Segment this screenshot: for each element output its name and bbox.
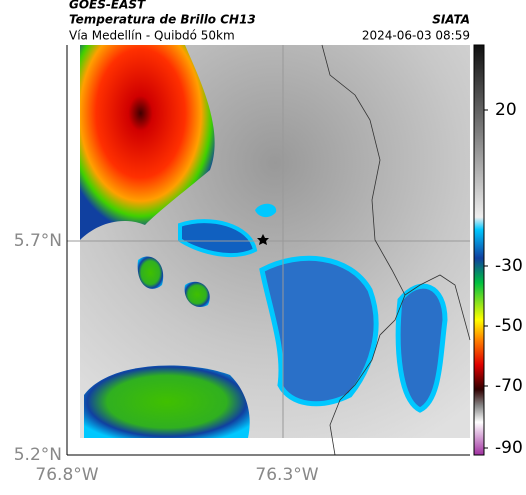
- colorbar-label: 20: [495, 100, 517, 120]
- cloud-cell: [137, 256, 164, 289]
- border-line: [321, 44, 406, 456]
- location-marker: [257, 234, 269, 245]
- cold-cloud-top: [80, 45, 215, 240]
- satellite-image: [67, 44, 471, 456]
- lon-tick-label: 76.3°W: [255, 465, 318, 485]
- header: GOES-EAST Temperatura de Brillo CH13 Vía…: [69, 0, 470, 43]
- cloud-cell: [255, 203, 277, 218]
- datetime: 2024-06-03 08:59: [362, 29, 470, 43]
- route: Vía Medellín - Quibdó 50km: [69, 29, 235, 43]
- cloud-cell: [84, 365, 250, 438]
- lat-tick-label: 5.7°N: [14, 231, 62, 251]
- source: SIATA: [432, 13, 470, 27]
- colorbar-label: -70: [495, 376, 523, 396]
- colorbar-scale: [473, 44, 485, 456]
- colorbar-label: -30: [495, 256, 523, 276]
- border-line: [404, 274, 471, 341]
- axes: 5.7°N 5.2°N 76.8°W 76.3°W: [14, 45, 470, 485]
- cloud-cell: [178, 219, 258, 258]
- colorbar: 20 -30 -50 -70 -90: [473, 44, 523, 458]
- satellite: GOES-EAST: [69, 0, 146, 12]
- colorbar-label: -90: [495, 438, 523, 458]
- lon-tick-label: 76.8°W: [35, 465, 98, 485]
- cloud-cell: [184, 281, 210, 308]
- cloud-cell: [395, 283, 448, 413]
- lat-tick-label: 5.2°N: [14, 445, 62, 465]
- cloud-cell: [259, 255, 379, 407]
- colorbar-label: -50: [495, 316, 523, 336]
- product: Temperatura de Brillo CH13: [69, 13, 256, 27]
